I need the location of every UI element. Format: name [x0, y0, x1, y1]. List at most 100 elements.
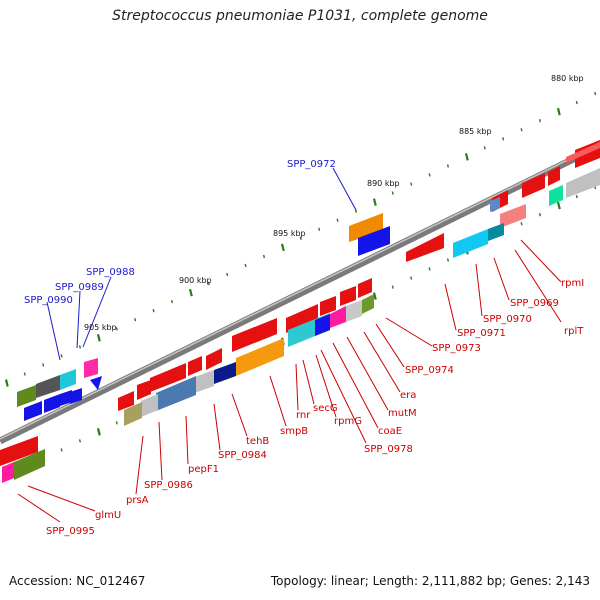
gene-label-rpmi: rpmI: [561, 278, 584, 289]
minor-tick: [520, 222, 523, 226]
gene-label-glmu: glmU: [95, 510, 121, 521]
gene-block: [349, 213, 383, 242]
gene-block: [315, 314, 330, 336]
gene-block: [60, 369, 76, 390]
leader-line: [76, 290, 81, 349]
gene-label-spp-0989: SPP_0989: [55, 282, 104, 293]
gene-block: [156, 376, 196, 411]
minor-tick: [410, 182, 413, 186]
tick-label-900: 900 kbp: [179, 276, 212, 285]
blue-labels: SPP_0972 SPP_0988 SPP_0989 SPP_0990: [24, 159, 336, 306]
leader-line: [27, 485, 96, 512]
minor-tick: [78, 439, 82, 443]
tick-label-890: 890 kbp: [367, 179, 400, 188]
major-tick: [96, 334, 101, 342]
gene-label-era: era: [400, 390, 416, 401]
gene-block: [60, 390, 72, 406]
gene-block: [17, 385, 36, 407]
gene-block: [124, 402, 142, 426]
gene-block: [232, 318, 277, 352]
tick-label-895: 895 kbp: [273, 229, 306, 238]
red-labels: rpmI rplT SPP_0969 SPP_0970 SPP_0971 SPP…: [46, 278, 584, 537]
tick-labels: 880 kbp 885 kbp 890 kbp 895 kbp 900 kbp …: [84, 74, 584, 332]
minor-tick: [207, 281, 210, 286]
gene-block: [453, 229, 488, 258]
minor-tick: [42, 363, 45, 367]
minor-tick: [60, 448, 63, 452]
major-tick: [96, 428, 101, 436]
genome-backbone-highlight: [0, 143, 600, 440]
gene-block: [188, 356, 202, 376]
minor-tick: [575, 100, 578, 105]
gene-block: [549, 185, 563, 206]
minor-tick: [428, 267, 431, 271]
gene-label-tehb: tehB: [246, 436, 269, 447]
leader-line: [231, 393, 248, 437]
gene-label-pepf1: pepF1: [188, 464, 219, 475]
minor-tick: [226, 272, 229, 277]
tick-track: [4, 91, 597, 387]
gene-label-spp-0974: SPP_0974: [405, 365, 454, 376]
gene-block: [236, 338, 284, 376]
leader-line: [493, 257, 510, 301]
minor-tick: [538, 213, 542, 217]
leader-line: [17, 493, 61, 523]
minor-tick: [446, 164, 450, 168]
gene-label-spp-0990: SPP_0990: [24, 295, 73, 306]
minor-tick: [299, 236, 302, 240]
gene-block: [320, 296, 336, 316]
gene-block: [24, 401, 42, 421]
gene-block: [358, 278, 372, 298]
minor-tick: [60, 354, 63, 358]
major-tick: [556, 107, 561, 116]
minor-tick: [78, 345, 82, 349]
gene-block: [214, 362, 236, 384]
gene-label-spp-0969: SPP_0969: [510, 298, 559, 309]
gene-block: [490, 197, 500, 212]
leader-line: [158, 421, 163, 481]
major-tick: [372, 292, 377, 300]
minor-tick: [391, 191, 394, 195]
minor-tick: [336, 218, 339, 222]
gene-block: [488, 223, 504, 241]
gene-label-spp-0972: SPP_0972: [287, 159, 336, 170]
tick-label-880: 880 kbp: [551, 74, 584, 83]
gene-label-spp-0984: SPP_0984: [218, 450, 267, 461]
gene-block: [118, 391, 134, 411]
leader-line: [315, 354, 337, 418]
major-tick: [464, 153, 469, 161]
gene-label-rplt: rplT: [564, 326, 584, 337]
gene-block: [286, 304, 318, 333]
leader-line: [520, 239, 562, 283]
gene-block: [340, 286, 356, 306]
gene-block: [14, 449, 45, 480]
gene-block: [2, 462, 14, 483]
gene-block: [206, 348, 222, 370]
minor-tick: [318, 227, 321, 231]
minor-tick: [23, 372, 26, 376]
genome-title: Streptococcus pneumoniae P1031, complete…: [112, 8, 488, 24]
gene-label-secg: secG: [313, 403, 338, 414]
gene-label-spp-0973: SPP_0973: [432, 343, 481, 354]
gene-label-coae: coaE: [378, 426, 402, 437]
gene-label-spp-0995: SPP_0995: [46, 526, 95, 537]
minor-tick: [483, 146, 486, 150]
leader-line: [514, 249, 562, 323]
leader-line: [295, 363, 299, 411]
gene-label-spp-0978: SPP_0978: [364, 444, 413, 455]
major-tick: [4, 379, 9, 387]
leader-line: [320, 349, 367, 444]
gene-label-spp-0988: SPP_0988: [86, 267, 135, 278]
leader-line: [269, 375, 287, 427]
tick-label-885: 885 kbp: [459, 127, 492, 136]
gene-block: [406, 233, 444, 262]
minor-tick: [502, 137, 505, 141]
major-tick: [188, 288, 193, 297]
leader-line: [375, 323, 405, 368]
gene-label-rpmg: rpmG: [334, 416, 362, 427]
gene-block: [84, 358, 98, 378]
leader-line: [332, 167, 357, 211]
leader-line: [385, 317, 433, 347]
gene-block: [192, 370, 214, 394]
